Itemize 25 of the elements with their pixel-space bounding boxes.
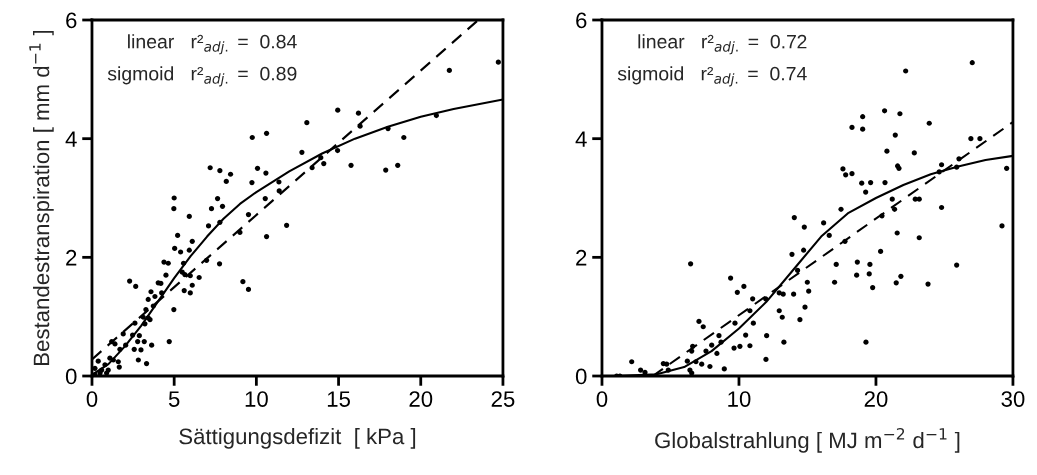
x-tick-label: 0	[596, 391, 608, 407]
annotation: sigmoid r²$_{adj.}$ = 0.89	[107, 66, 297, 87]
x-tick-label: 5	[168, 391, 180, 407]
x-tick-label: 20	[864, 391, 888, 407]
x-axis-title: Sättigungsdefizit [ kPa ]	[179, 427, 416, 449]
x-tick-label: 25	[491, 391, 515, 407]
y-tick-label: 2	[66, 249, 77, 266]
y-tick-label: 6	[576, 12, 587, 29]
x-tick-label: 20	[409, 391, 433, 407]
annotation: linear r²$_{adj.}$ = 0.72	[638, 34, 807, 55]
y-tick-label: 4	[575, 131, 587, 147]
x-axis-title: Globalstrahlung [ MJ m$^{−2}$ d$^{−1}$ ]	[655, 427, 960, 453]
x-tick-label: 30	[1001, 391, 1025, 407]
y-tick-label: 6	[66, 12, 77, 29]
x-tick-label: 15	[327, 391, 350, 407]
x-tick-label: 0	[86, 391, 98, 407]
y-tick-label: 4	[65, 131, 77, 147]
y-tick-label: 2	[576, 249, 587, 266]
annotation: linear r²$_{adj.}$ = 0.84	[128, 34, 297, 55]
y-tick-label: 0	[575, 368, 587, 385]
x-tick-label: 10	[728, 391, 751, 407]
x-tick-label: 10	[245, 391, 268, 407]
y-tick-label: 0	[65, 368, 77, 385]
y-axis-title: Bestandestranspiration [ mm d$^{−1}$ ]	[29, 30, 54, 365]
annotation: sigmoid r²$_{adj.}$ = 0.74	[617, 66, 807, 87]
